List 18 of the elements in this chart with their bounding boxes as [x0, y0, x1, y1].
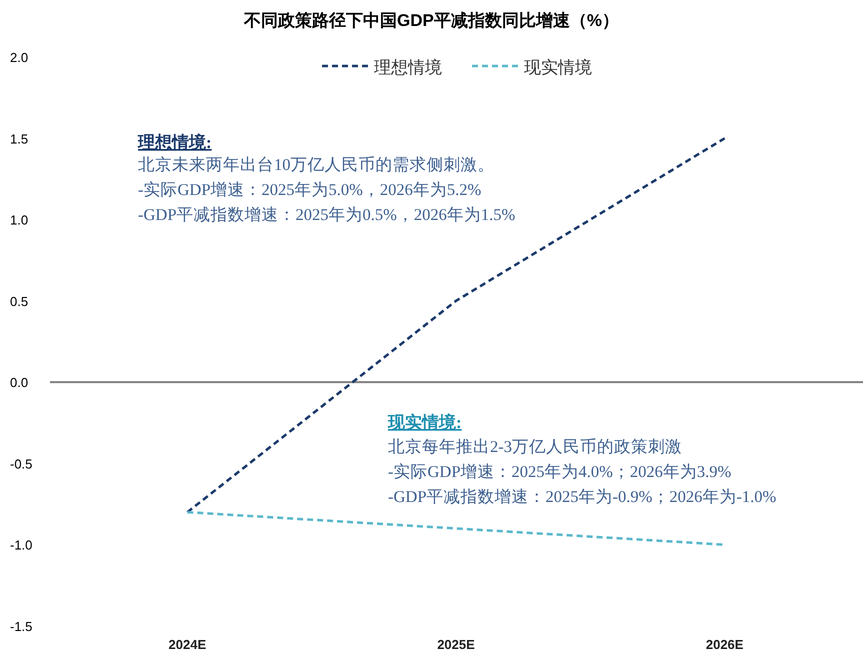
- annotation: 北京每年推出2-3万亿人民币的政策刺激 -实际GDP增速：2025年为4.0%；2026年为3.9% -GDP平减指数增速：2025年为-0.9%；2026年为-1.0%: [388, 437, 776, 506]
- annotation: 现实情境:: [387, 413, 462, 432]
- y-tick-label: -1.0: [10, 538, 32, 553]
- chart-title: 不同政策路径下中国GDP平减指数同比增速（%）: [243, 11, 619, 30]
- y-tick-label: -1.5: [10, 619, 32, 634]
- x-tick-label: 2024E: [168, 637, 206, 652]
- y-tick-label: 1.5: [10, 131, 28, 146]
- y-tick-label: 0.0: [10, 375, 28, 390]
- legend-label: 现实情境: [524, 58, 592, 77]
- y-tick-label: 2.0: [10, 50, 28, 65]
- x-tick-label: 2026E: [706, 637, 744, 652]
- y-tick-label: -0.5: [10, 456, 32, 472]
- y-tick-label: 1.0: [10, 212, 28, 228]
- annotation: 北京未来两年出台10万亿人民币的需求侧刺激。 -实际GDP增速：2025年为5.0%，2026年为5.2% -GDP平减指数增速：2025年为0.5%，2026年为1.5%: [138, 155, 516, 224]
- y-tick-label: 0.5: [10, 294, 28, 309]
- x-tick-label: 2025E: [437, 637, 476, 652]
- annotation: 理想情境:: [137, 133, 212, 152]
- legend-label: 理想情境: [374, 58, 442, 77]
